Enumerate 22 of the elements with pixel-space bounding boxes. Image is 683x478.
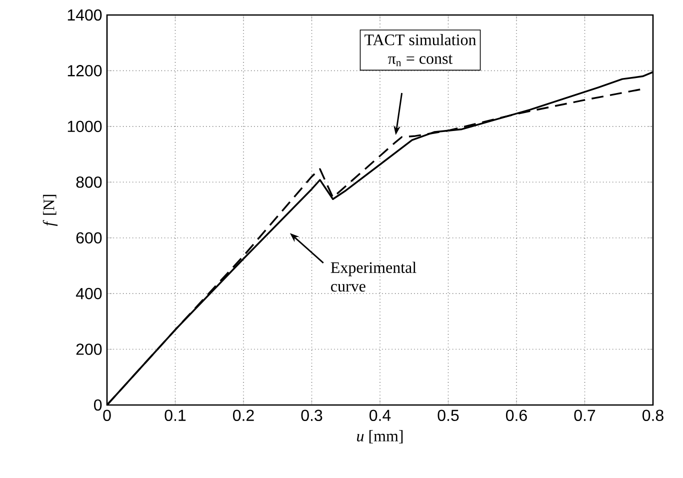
x-tick-label: 0.2 — [233, 410, 254, 422]
x-tick-label: 0.8 — [642, 410, 664, 422]
x-tick-label: 0.6 — [506, 410, 527, 422]
x-axis-title: u [mm] — [357, 430, 403, 444]
y-tick-label: 200 — [76, 344, 102, 355]
x-tick-label: 0.1 — [164, 410, 186, 422]
annotation: Experimental curve — [330, 262, 416, 292]
y-tick-label: 600 — [76, 232, 102, 244]
y-axis-title: f [N] — [42, 194, 58, 226]
x-tick-label: 0.7 — [574, 410, 596, 422]
y-tick-label: 0 — [94, 399, 102, 411]
y-tick-label: 1400 — [68, 9, 102, 21]
x-tick-label: 0.5 — [438, 410, 459, 422]
x-tick-label: 0 — [103, 410, 111, 422]
x-tick-label: 0.4 — [370, 410, 391, 422]
y-tick-label: 800 — [76, 176, 102, 188]
annotation: TACT simulation — [364, 34, 476, 46]
x-tick-label: 0.3 — [301, 410, 322, 422]
y-tick-label: 1000 — [68, 120, 102, 132]
y-tick-label: 400 — [76, 288, 102, 300]
y-tick-label: 1200 — [68, 65, 102, 76]
annotation: π$_{n}$ = const — [388, 54, 453, 66]
